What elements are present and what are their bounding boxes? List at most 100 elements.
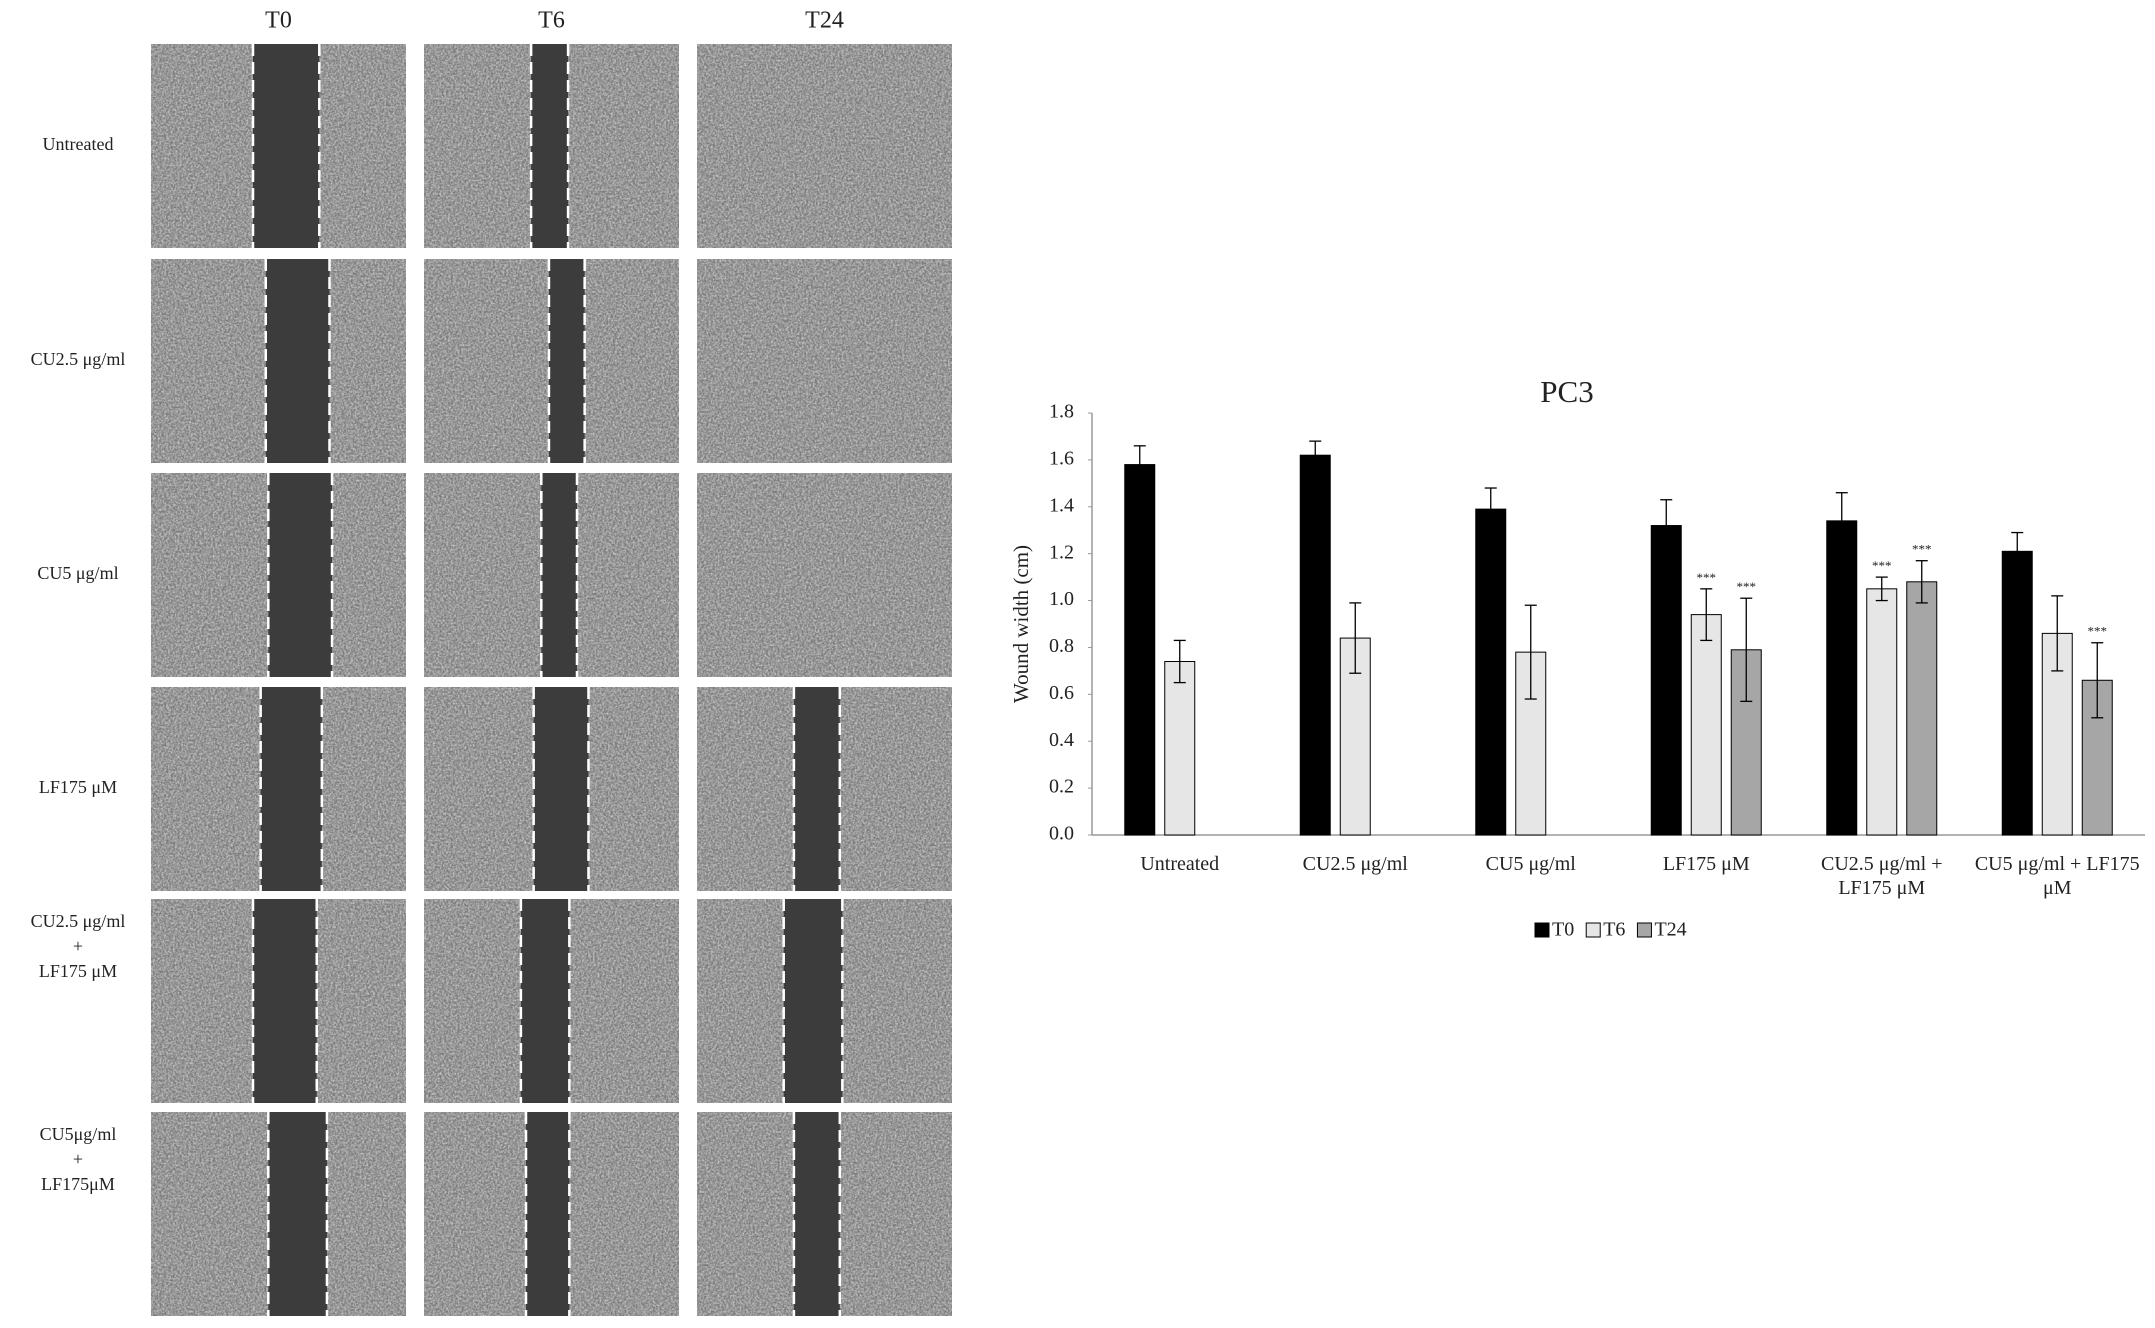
wound-gap — [548, 259, 585, 463]
y-tick-label: 1.0 — [1049, 588, 1074, 610]
y-tick-label: 1.4 — [1049, 494, 1074, 516]
bar — [1906, 581, 1938, 836]
micrograph — [697, 687, 952, 891]
significance-label: *** — [1872, 558, 1892, 573]
wound-gap — [253, 899, 317, 1103]
micrograph — [424, 259, 679, 463]
micrograph — [697, 259, 952, 463]
wound-gap — [268, 473, 333, 677]
y-tick-label: 0.6 — [1049, 682, 1074, 704]
column-header: T24 — [805, 8, 844, 34]
y-tick-label: 0.0 — [1049, 823, 1074, 845]
row-label: CU5 μg/ml — [37, 563, 118, 583]
error-bar — [1173, 639, 1186, 684]
x-tick-label: LF175 μM — [1662, 853, 1750, 875]
error-bar — [2091, 642, 2104, 719]
legend-swatch — [1585, 922, 1601, 938]
micrograph — [697, 44, 952, 248]
y-tick-label: 0.8 — [1049, 635, 1074, 657]
y-tick-label: 0.2 — [1049, 776, 1074, 798]
legend-label: T0 — [1552, 919, 1574, 941]
y-tick-label: 1.6 — [1049, 447, 1074, 469]
wound-gap — [268, 1112, 327, 1316]
micrograph — [151, 1112, 406, 1316]
bar — [1164, 661, 1196, 836]
wound-gap — [260, 687, 322, 891]
micrograph — [424, 899, 679, 1103]
micrograph — [424, 473, 679, 677]
bar — [1299, 454, 1331, 836]
error-bar — [2011, 531, 2024, 571]
x-tick-label: Untreated — [1140, 853, 1220, 875]
micrograph — [697, 899, 952, 1103]
column-header: T0 — [265, 8, 292, 34]
wound-gap — [526, 1112, 570, 1316]
bar — [1650, 525, 1682, 836]
micrograph — [697, 1112, 952, 1316]
error-bar — [1309, 440, 1322, 470]
significance-label: *** — [2088, 624, 2108, 639]
micrograph — [424, 687, 679, 891]
micrograph — [151, 44, 406, 248]
wound-gap — [265, 259, 330, 463]
row-label: CU2.5 μg/ml — [31, 911, 126, 931]
micrograph — [697, 473, 952, 677]
legend-label: T6 — [1603, 919, 1625, 941]
column-header: T6 — [538, 8, 565, 34]
bar — [2001, 550, 2033, 836]
wound-gap — [793, 687, 840, 891]
micrograph — [424, 1112, 679, 1316]
micrograph-cells — [697, 44, 952, 248]
legend-swatch — [1534, 922, 1550, 938]
y-axis-label: Wound width (cm) — [1009, 545, 1033, 703]
error-bar — [1660, 499, 1673, 552]
significance-label: *** — [1697, 570, 1717, 585]
micrograph — [151, 899, 406, 1103]
row-label: LF175 μM — [39, 961, 117, 981]
error-bar — [1524, 604, 1537, 700]
wound-gap — [531, 44, 569, 248]
error-bar — [1740, 597, 1753, 703]
y-tick-label: 0.4 — [1049, 729, 1074, 751]
error-bar — [1835, 492, 1848, 550]
micrograph — [151, 259, 406, 463]
x-tick-label: CU5 μg/ml + LF175 μM — [1974, 853, 2140, 899]
significance-label: *** — [1737, 579, 1757, 594]
micrograph-cells — [697, 473, 952, 677]
x-tick-label: CU5 μg/ml — [1485, 853, 1576, 875]
error-bar — [1484, 487, 1497, 531]
row-label: LF175 μM — [39, 777, 117, 797]
row-label: + — [73, 936, 83, 956]
y-tick-label: 1.2 — [1049, 541, 1074, 563]
bar — [1475, 508, 1507, 836]
wound-gap — [783, 899, 843, 1103]
error-bar — [1700, 588, 1713, 642]
x-tick-label: CU2.5 μg/ml + LF175 μM — [1821, 853, 1943, 899]
wound-gap — [253, 44, 320, 248]
error-bar — [1133, 445, 1146, 484]
row-label: LF175μM — [41, 1174, 115, 1194]
row-label: CU2.5 μg/ml — [31, 349, 126, 369]
legend-swatch — [1636, 922, 1652, 938]
bar — [1124, 464, 1156, 836]
x-tick-label: CU2.5 μg/ml — [1302, 853, 1408, 875]
micrograph — [424, 44, 679, 248]
micrograph — [151, 687, 406, 891]
micrograph-cells — [697, 259, 952, 463]
row-label: CU5μg/ml — [40, 1124, 117, 1144]
error-bar — [1875, 576, 1888, 602]
error-bar — [1915, 560, 1928, 604]
wound-gap — [520, 899, 570, 1103]
chart-title: PC3 — [1540, 374, 1593, 409]
y-tick-label: 1.8 — [1049, 401, 1074, 423]
wound-gap — [541, 473, 577, 677]
bar — [1826, 520, 1858, 836]
significance-label: *** — [1912, 542, 1932, 557]
error-bar — [1349, 602, 1362, 674]
bar — [1866, 588, 1898, 836]
error-bar — [2051, 595, 2064, 672]
bar — [1690, 614, 1722, 836]
micrograph — [151, 473, 406, 677]
